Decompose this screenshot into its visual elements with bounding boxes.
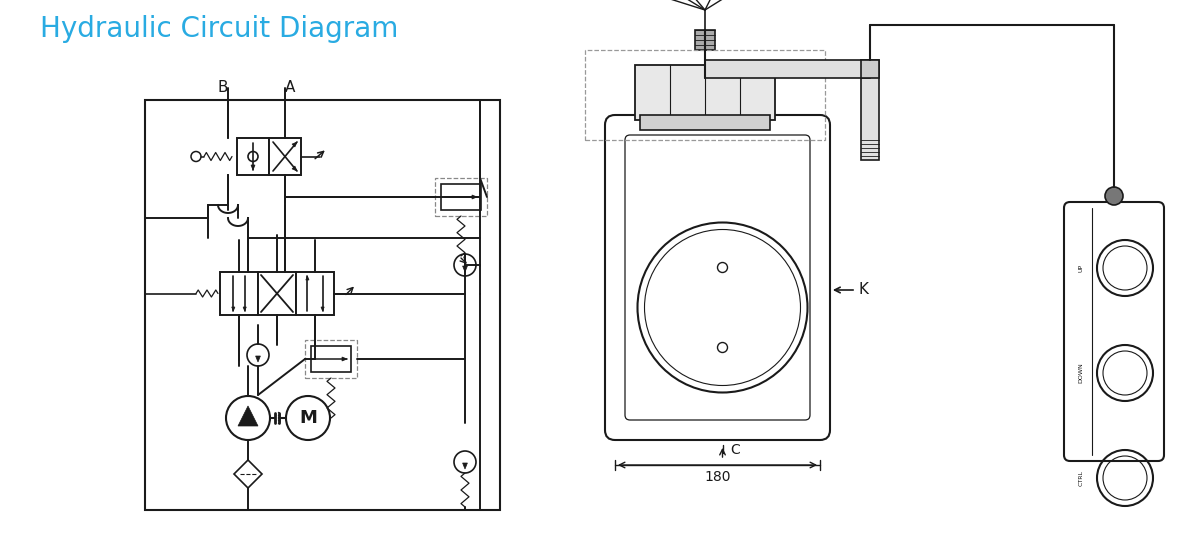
- Bar: [861, 60, 879, 78]
- Bar: [269, 138, 301, 175]
- Text: DOWN: DOWN: [1078, 362, 1083, 383]
- Polygon shape: [463, 266, 467, 272]
- Polygon shape: [292, 142, 297, 147]
- Bar: [258, 272, 296, 315]
- Text: A: A: [285, 80, 295, 96]
- Polygon shape: [238, 406, 258, 426]
- Bar: [145, 100, 501, 510]
- Polygon shape: [232, 307, 235, 311]
- Polygon shape: [256, 356, 260, 362]
- Polygon shape: [463, 463, 467, 469]
- Text: M: M: [300, 409, 317, 427]
- Bar: [705, 60, 870, 78]
- Polygon shape: [292, 166, 297, 171]
- Polygon shape: [321, 307, 325, 311]
- Text: B: B: [218, 80, 228, 96]
- Bar: [237, 138, 269, 175]
- Text: Hydraulic Circuit Diagram: Hydraulic Circuit Diagram: [40, 15, 398, 43]
- Bar: [640, 115, 770, 130]
- Bar: [435, 178, 487, 216]
- Bar: [296, 272, 334, 315]
- Polygon shape: [243, 307, 246, 311]
- Bar: [696, 30, 715, 50]
- Bar: [220, 272, 258, 315]
- Circle shape: [1105, 187, 1122, 205]
- Bar: [312, 346, 351, 372]
- Text: C: C: [730, 443, 741, 457]
- Polygon shape: [306, 276, 309, 280]
- Bar: [441, 184, 482, 210]
- Text: UP: UP: [1078, 264, 1083, 272]
- Text: 180: 180: [704, 470, 731, 484]
- Bar: [861, 60, 879, 160]
- Text: CTRL: CTRL: [1078, 470, 1083, 486]
- Bar: [306, 340, 357, 378]
- Polygon shape: [342, 357, 347, 361]
- Polygon shape: [472, 195, 477, 199]
- Text: K: K: [858, 283, 868, 298]
- Bar: [585, 50, 825, 140]
- Polygon shape: [251, 165, 254, 170]
- Bar: [635, 65, 775, 120]
